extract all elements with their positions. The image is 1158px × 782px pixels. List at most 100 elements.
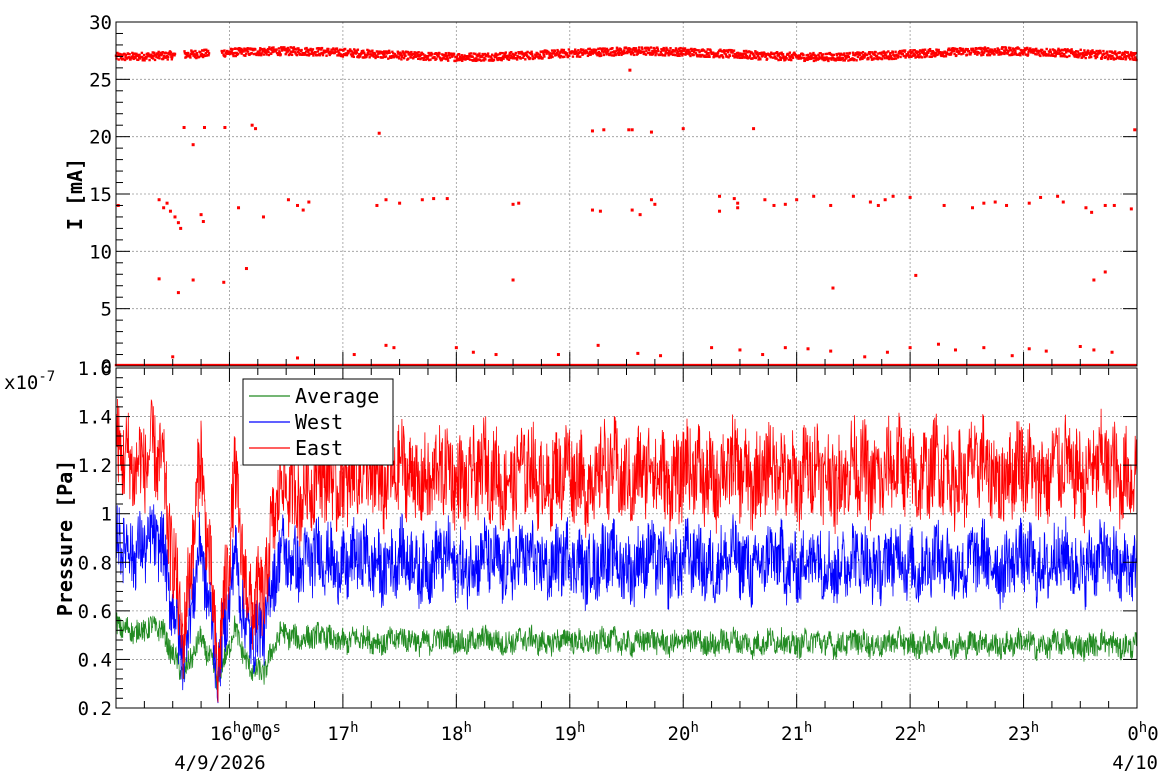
current-point <box>719 48 722 51</box>
current-point <box>1025 46 1029 50</box>
current-point-outlier <box>179 226 183 230</box>
pressure-x-tick-label: 18h <box>441 720 472 745</box>
pressure-y-ticks: 0.2 0.4 0.6 0.8 1 1.2 1.4 1.6 <box>78 358 1137 720</box>
current-point <box>1085 53 1088 56</box>
current-point <box>780 51 783 54</box>
current-point <box>403 53 406 56</box>
current-point <box>556 48 559 52</box>
current-point <box>318 54 321 57</box>
current-point <box>1014 49 1017 53</box>
current-point <box>417 57 420 61</box>
current-point <box>299 53 302 56</box>
current-point <box>185 51 188 55</box>
current-point <box>589 52 593 55</box>
current-point <box>680 49 684 53</box>
current-point <box>150 53 153 57</box>
legend-label-west: West <box>295 410 343 434</box>
current-point <box>985 47 988 50</box>
current-point <box>438 52 441 55</box>
current-point <box>575 55 579 58</box>
current-point <box>557 55 561 58</box>
current-point <box>1053 51 1056 55</box>
current-point <box>427 58 431 62</box>
current-point <box>1057 48 1061 52</box>
current-point <box>947 47 951 50</box>
current-point <box>810 55 813 58</box>
current-point <box>511 57 515 60</box>
current-point-outlier <box>649 198 653 202</box>
current-point <box>508 53 511 56</box>
current-point <box>252 52 256 56</box>
current-point <box>240 48 244 51</box>
current-point <box>986 47 990 50</box>
current-point <box>851 57 854 60</box>
current-point <box>910 55 913 58</box>
current-point <box>928 47 932 51</box>
current-point <box>205 48 208 51</box>
current-point <box>360 49 364 53</box>
current-point <box>149 54 153 58</box>
current-point <box>1049 48 1052 51</box>
current-point <box>542 52 545 55</box>
current-point <box>843 52 846 55</box>
current-point <box>530 53 534 56</box>
current-point <box>933 52 936 56</box>
current-point <box>838 56 841 59</box>
current-point <box>883 56 886 60</box>
current-point-outlier <box>783 346 787 350</box>
current-point-outlier <box>1133 128 1137 132</box>
current-point <box>224 54 227 57</box>
current-point <box>877 52 880 55</box>
current-point <box>644 53 648 56</box>
current-point <box>426 57 429 60</box>
current-point <box>448 56 452 59</box>
current-point <box>518 51 521 54</box>
current-point-outlier <box>953 348 957 352</box>
current-point <box>392 55 396 59</box>
current-point <box>192 54 195 57</box>
current-point <box>384 55 388 58</box>
current-point-outlier <box>157 277 161 281</box>
current-point <box>305 53 309 57</box>
current-point <box>526 50 529 54</box>
current-point <box>732 49 736 52</box>
current-point <box>1131 56 1134 59</box>
current-point <box>779 58 782 61</box>
current-point <box>845 52 849 55</box>
current-point <box>514 53 517 56</box>
current-point <box>281 46 284 49</box>
current-point <box>949 53 953 56</box>
current-point-outlier <box>876 203 880 207</box>
current-point <box>969 51 973 55</box>
current-point <box>231 48 234 51</box>
current-point <box>749 50 752 54</box>
current-point <box>457 57 460 60</box>
current-point <box>990 50 993 53</box>
current-point <box>1123 53 1126 56</box>
current-point <box>309 49 313 52</box>
current-point <box>294 48 298 51</box>
current-point <box>521 56 525 59</box>
current-point <box>956 47 959 51</box>
current-point <box>525 51 528 55</box>
current-point <box>601 47 605 50</box>
current-point <box>978 52 981 55</box>
current-point <box>778 56 782 59</box>
current-point <box>785 57 788 60</box>
current-point <box>260 53 263 57</box>
current-point <box>507 55 510 58</box>
current-point <box>837 52 841 55</box>
current-point <box>763 52 767 55</box>
current-point <box>900 51 903 54</box>
current-point-outlier <box>223 125 227 129</box>
current-point <box>353 48 356 51</box>
current-point <box>1009 49 1013 52</box>
current-point <box>168 51 171 55</box>
current-point <box>166 55 170 59</box>
current-point <box>549 52 553 55</box>
current-point <box>428 53 431 57</box>
current-point-outlier <box>806 347 810 351</box>
current-point <box>861 57 864 61</box>
current-point <box>493 55 497 59</box>
current-point <box>603 47 606 50</box>
